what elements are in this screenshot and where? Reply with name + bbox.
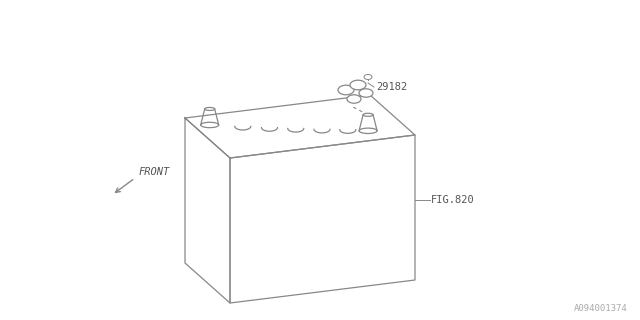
Ellipse shape [350,80,366,90]
Polygon shape [230,135,415,303]
Ellipse shape [338,85,354,95]
Ellipse shape [363,113,373,116]
Polygon shape [185,118,230,303]
Ellipse shape [347,95,361,103]
Text: 29182: 29182 [376,82,407,92]
Ellipse shape [205,108,214,110]
Ellipse shape [359,128,377,133]
Polygon shape [185,95,415,158]
Ellipse shape [201,122,219,128]
Text: FRONT: FRONT [139,167,170,177]
Text: A094001374: A094001374 [574,304,628,313]
Text: FIG.820: FIG.820 [431,195,475,205]
Ellipse shape [359,89,373,97]
Ellipse shape [364,75,372,79]
